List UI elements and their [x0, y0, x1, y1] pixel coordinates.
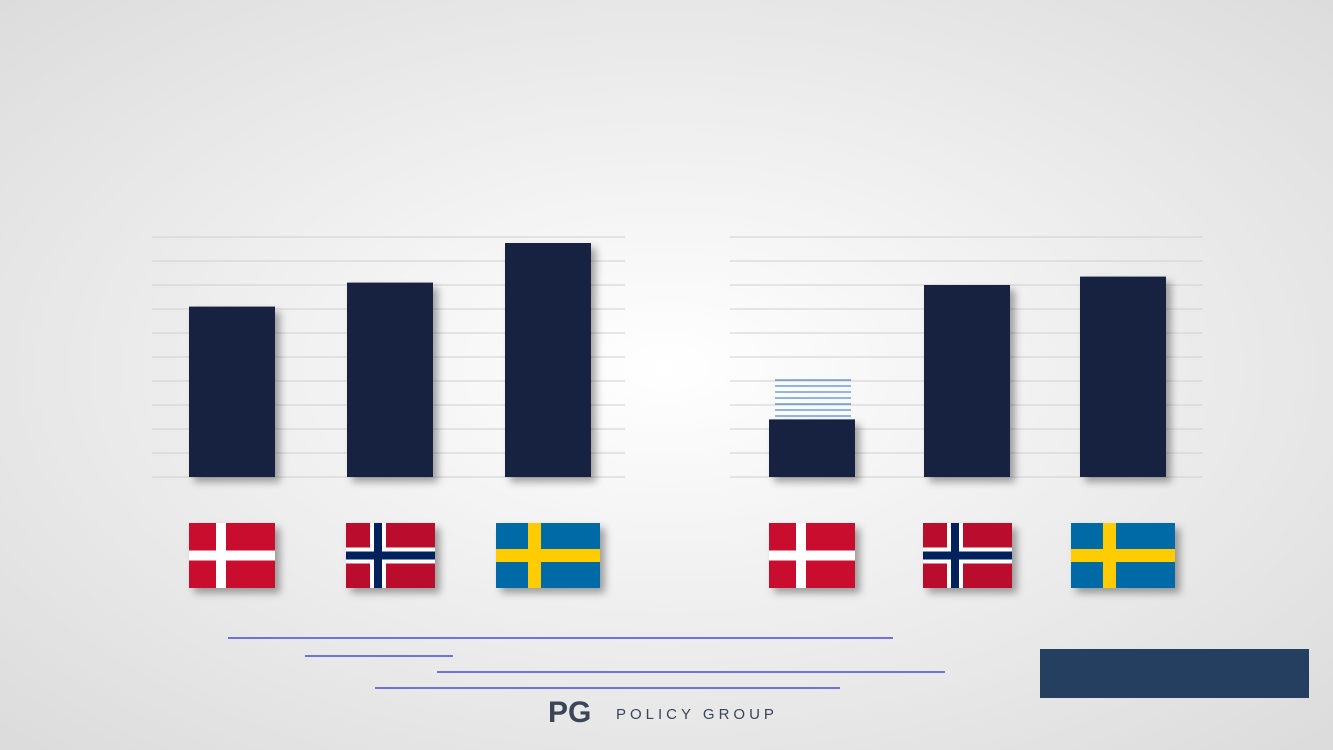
logo-text: POLICY GROUP: [616, 706, 778, 723]
flag-cross: [189, 550, 275, 561]
bar: [769, 419, 855, 477]
flag: [1071, 523, 1175, 588]
flag-cross: [769, 550, 855, 561]
bar: [1080, 276, 1166, 477]
logo-mark: PG: [548, 696, 591, 729]
flag: [189, 523, 275, 588]
flag-cross: [1071, 549, 1175, 562]
flag-cross: [496, 549, 600, 562]
flag: [346, 523, 435, 588]
flag: [769, 523, 855, 588]
bar: [189, 306, 275, 477]
stripes: [775, 379, 851, 417]
flag-cross: [346, 551, 435, 560]
underlines: [228, 637, 945, 689]
flag: [496, 523, 600, 588]
logo: PG POLICY GROUP: [548, 696, 778, 729]
info-box: [1040, 649, 1309, 698]
bar: [347, 282, 433, 477]
bar: [924, 285, 1010, 477]
flag-cross: [923, 551, 1012, 560]
flag: [923, 523, 1012, 588]
bar: [505, 243, 591, 477]
